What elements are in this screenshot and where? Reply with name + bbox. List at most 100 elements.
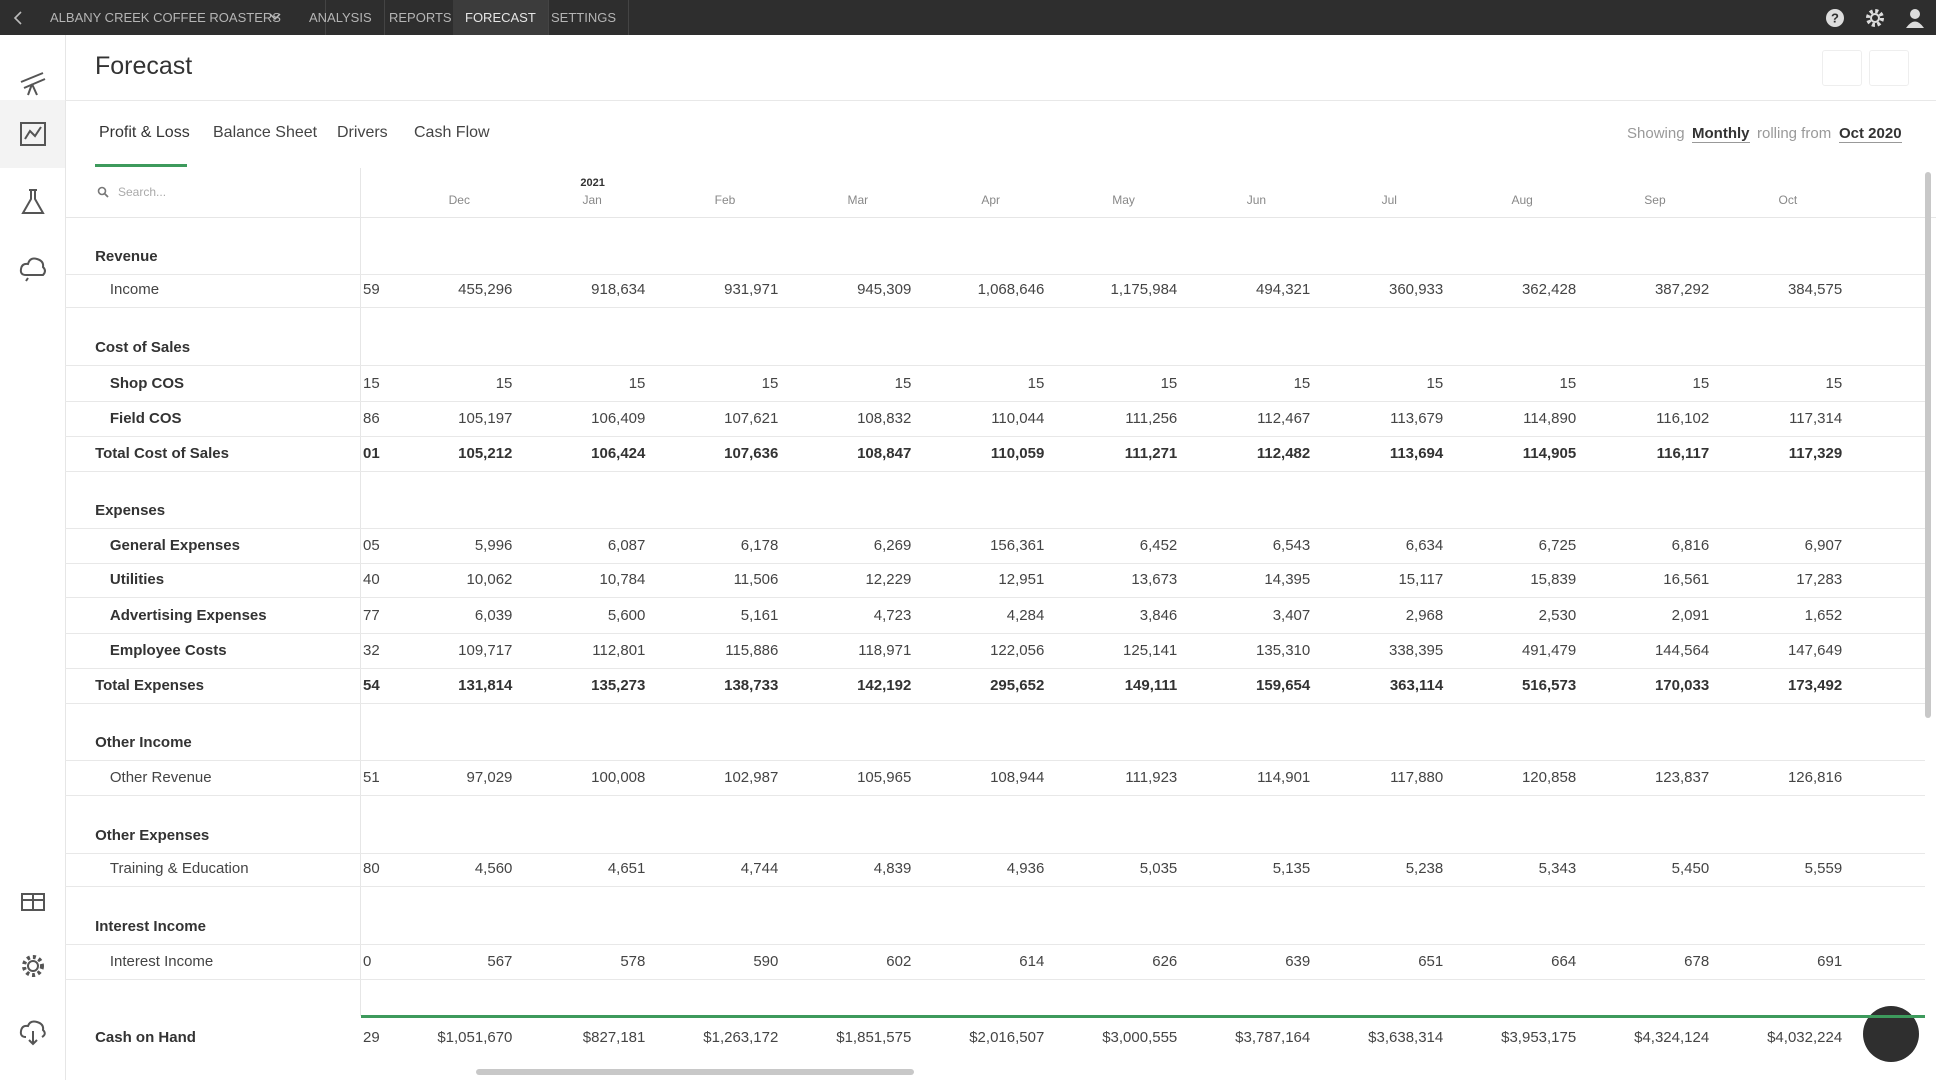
cell: 384,575 bbox=[1787, 281, 1843, 299]
cell: 5,600 bbox=[607, 607, 646, 625]
section-header[interactable]: Interest Income bbox=[95, 918, 206, 936]
cell: 455,296 bbox=[458, 281, 513, 299]
user-icon[interactable] bbox=[1904, 7, 1926, 29]
company-name[interactable]: ALBANY CREEK COFFEE ROASTERS bbox=[38, 0, 326, 35]
chart-icon[interactable] bbox=[18, 119, 48, 149]
gear-icon[interactable] bbox=[18, 951, 48, 981]
cell: 6,725 bbox=[1538, 536, 1577, 554]
cell: $2,016,507 bbox=[969, 1029, 1045, 1047]
cell: 122,056 bbox=[990, 641, 1045, 659]
rolling-label: rolling from bbox=[1757, 125, 1832, 142]
cell: 1,652 bbox=[1804, 607, 1843, 625]
cell: 15 bbox=[1293, 374, 1311, 392]
nav-item[interactable]: REPORTS bbox=[377, 0, 465, 35]
telescope-icon[interactable] bbox=[18, 68, 48, 98]
cell: 5,135 bbox=[1272, 860, 1311, 878]
cell: 3,846 bbox=[1139, 607, 1178, 625]
section-header[interactable]: Cost of Sales bbox=[95, 339, 191, 357]
nav-item[interactable]: ANALYSIS bbox=[297, 0, 385, 35]
row-divider bbox=[65, 667, 1925, 669]
tab[interactable]: Cash Flow bbox=[414, 124, 490, 141]
cell: 15 bbox=[1426, 374, 1444, 392]
section-header[interactable]: Other Expenses bbox=[95, 826, 210, 844]
cell: 5,035 bbox=[1139, 860, 1178, 878]
cloud-download-icon[interactable] bbox=[18, 1017, 48, 1047]
tab[interactable]: Profit & Loss bbox=[99, 124, 190, 141]
cell: 664 bbox=[1551, 952, 1577, 970]
cell: 110,059 bbox=[990, 445, 1045, 463]
nav-item[interactable]: FORECAST bbox=[453, 0, 549, 35]
cell: 120,858 bbox=[1521, 768, 1577, 786]
cell: 110,044 bbox=[991, 409, 1045, 427]
nav-item[interactable]: SETTINGS bbox=[539, 0, 630, 35]
filter-button[interactable] bbox=[1869, 50, 1909, 86]
horizontal-scrollbar[interactable] bbox=[476, 1069, 914, 1075]
cell: 360,933 bbox=[1389, 281, 1444, 299]
tab[interactable]: Balance Sheet bbox=[213, 124, 318, 141]
cell: 295,652 bbox=[990, 677, 1045, 695]
cell: 17,283 bbox=[1796, 571, 1843, 589]
cell: 29 bbox=[363, 1029, 380, 1047]
cell: 142,192 bbox=[857, 677, 912, 695]
cell: 116,117 bbox=[1656, 445, 1710, 463]
row-divider bbox=[65, 703, 1925, 705]
row-label: Training & Education bbox=[109, 860, 249, 878]
section-header[interactable]: Expenses bbox=[95, 502, 166, 520]
row-divider bbox=[65, 944, 1925, 946]
cell: 362,428 bbox=[1521, 281, 1577, 299]
cell: 112,482 bbox=[1256, 445, 1311, 463]
cell: 97,029 bbox=[466, 768, 513, 786]
cell: $3,787,164 bbox=[1235, 1029, 1311, 1047]
cell: 131,814 bbox=[458, 677, 513, 695]
cell: 40 bbox=[363, 571, 380, 589]
help-icon[interactable]: ? bbox=[1824, 7, 1846, 29]
cell: $1,263,172 bbox=[703, 1029, 779, 1047]
section-header[interactable]: Revenue bbox=[95, 247, 158, 265]
cell: 170,033 bbox=[1654, 677, 1710, 695]
cell: 113,694 bbox=[1389, 445, 1444, 463]
row-label: Interest Income bbox=[109, 952, 214, 970]
search-icon bbox=[97, 186, 109, 198]
cell: 6,634 bbox=[1405, 536, 1444, 554]
row-divider bbox=[65, 562, 1925, 564]
comment-button[interactable] bbox=[1822, 50, 1862, 86]
cell: 15,839 bbox=[1530, 571, 1577, 589]
start-select[interactable]: Oct 2020 bbox=[1839, 125, 1902, 143]
row-label: Shop COS bbox=[109, 374, 185, 392]
cell: 614 bbox=[1019, 952, 1045, 970]
row-label[interactable]: Cash on Hand bbox=[95, 1029, 196, 1047]
back-icon[interactable] bbox=[12, 10, 24, 26]
cell: $3,000,555 bbox=[1102, 1029, 1178, 1047]
row-divider bbox=[65, 471, 1925, 473]
cell: 363,114 bbox=[1389, 677, 1444, 695]
cell: 116,102 bbox=[1656, 409, 1710, 427]
row-label: Advertising Expenses bbox=[109, 607, 267, 625]
cell: 567 bbox=[487, 952, 513, 970]
cell: 16,561 bbox=[1663, 571, 1710, 589]
cell: 338,395 bbox=[1389, 641, 1444, 659]
dropdown-icon[interactable] bbox=[268, 11, 282, 23]
search-input[interactable]: Search... bbox=[118, 185, 167, 199]
cell: 590 bbox=[753, 952, 779, 970]
flask-icon[interactable] bbox=[18, 187, 48, 217]
row-divider bbox=[65, 528, 1925, 530]
section-header[interactable]: Other Income bbox=[95, 734, 192, 752]
period-select[interactable]: Monthly bbox=[1692, 125, 1750, 143]
cell: 173,492 bbox=[1787, 677, 1843, 695]
gift-icon[interactable] bbox=[18, 884, 48, 914]
cell: 77 bbox=[363, 607, 380, 625]
cell: 5,343 bbox=[1538, 860, 1577, 878]
cell: 3,407 bbox=[1272, 607, 1311, 625]
row-divider bbox=[65, 852, 1925, 854]
cloud-icon[interactable] bbox=[18, 253, 48, 283]
cell: 1,175,984 bbox=[1110, 281, 1178, 299]
tab[interactable]: Drivers bbox=[337, 124, 388, 141]
vertical-scrollbar[interactable] bbox=[1925, 172, 1931, 718]
cell: 602 bbox=[886, 952, 912, 970]
cell: 5,161 bbox=[740, 607, 779, 625]
cell: 6,269 bbox=[873, 536, 912, 554]
cell: 138,733 bbox=[724, 677, 779, 695]
settings-icon[interactable] bbox=[1864, 7, 1886, 29]
cell: 109,717 bbox=[458, 641, 513, 659]
month-header: Jun bbox=[1246, 193, 1267, 208]
